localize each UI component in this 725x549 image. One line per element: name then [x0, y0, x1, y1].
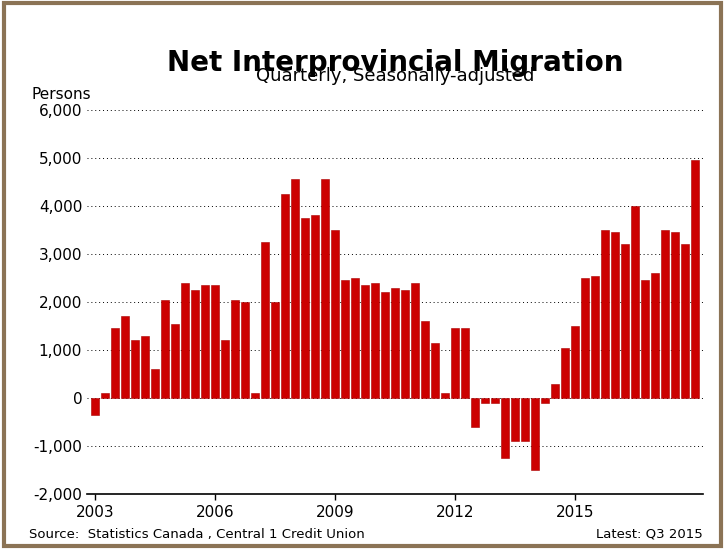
Bar [211, 285, 219, 398]
Bar [521, 398, 529, 441]
Bar [141, 335, 149, 398]
Bar [561, 348, 569, 398]
Bar [431, 343, 439, 398]
Bar [151, 369, 160, 398]
Bar [191, 290, 199, 398]
Text: Source:  Statistics Canada , Central 1 Credit Union: Source: Statistics Canada , Central 1 Cr… [29, 528, 365, 541]
Bar [111, 328, 120, 398]
Bar [171, 323, 179, 398]
Bar [161, 300, 169, 398]
Bar [261, 242, 269, 398]
Bar [121, 316, 129, 398]
Bar [641, 281, 650, 398]
Bar [611, 232, 619, 398]
Bar [551, 384, 560, 398]
Text: Quarterly, Seasonally-adjusted: Quarterly, Seasonally-adjusted [256, 67, 534, 85]
Bar [691, 160, 700, 398]
Bar [321, 180, 329, 398]
Bar [511, 398, 519, 441]
Bar [181, 283, 189, 398]
Bar [451, 328, 460, 398]
Bar [501, 398, 510, 458]
Bar [301, 218, 310, 398]
Bar [341, 281, 349, 398]
Bar [531, 398, 539, 470]
Bar [591, 276, 600, 398]
Bar [371, 283, 379, 398]
Bar [571, 326, 579, 398]
Bar [271, 302, 279, 398]
Bar [241, 302, 249, 398]
Bar [411, 283, 419, 398]
Bar [361, 285, 369, 398]
Bar [651, 273, 660, 398]
Bar [421, 321, 429, 398]
Bar [491, 398, 500, 403]
Bar [231, 300, 239, 398]
Bar [631, 206, 639, 398]
Bar [401, 290, 410, 398]
Bar [621, 244, 629, 398]
Title: Net Interprovincial Migration: Net Interprovincial Migration [167, 49, 624, 77]
Bar [461, 328, 469, 398]
Bar [581, 278, 589, 398]
Bar [351, 278, 360, 398]
Bar [130, 340, 139, 398]
Bar [601, 230, 610, 398]
Bar [291, 180, 299, 398]
Bar [311, 215, 319, 398]
Bar [671, 232, 679, 398]
Bar [541, 398, 550, 403]
Bar [441, 393, 450, 398]
Bar [251, 393, 260, 398]
Bar [221, 340, 229, 398]
Bar [331, 230, 339, 398]
Text: Persons: Persons [32, 87, 91, 102]
Bar [381, 292, 389, 398]
Bar [681, 244, 689, 398]
Bar [281, 194, 289, 398]
Bar [91, 398, 99, 415]
Bar [661, 230, 669, 398]
Bar [101, 393, 109, 398]
Bar [391, 288, 399, 398]
Text: Latest: Q3 2015: Latest: Q3 2015 [597, 528, 703, 541]
Bar [201, 285, 210, 398]
Bar [471, 398, 479, 427]
Bar [481, 398, 489, 403]
